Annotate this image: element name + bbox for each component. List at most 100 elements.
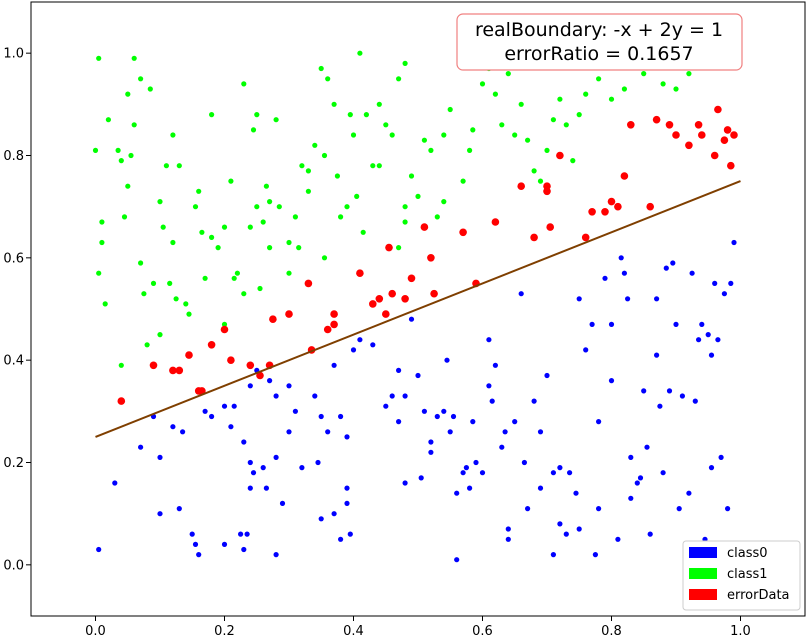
point-class1 <box>479 81 486 87</box>
point-class0 <box>712 280 718 286</box>
point-errorData <box>388 289 397 298</box>
point-class1 <box>173 296 179 302</box>
point-class1 <box>92 147 99 153</box>
point-class1 <box>128 152 134 159</box>
point-class1 <box>357 50 363 56</box>
point-class0 <box>670 260 676 266</box>
point-class1 <box>125 183 131 189</box>
point-errorData <box>356 269 364 278</box>
point-errorData <box>117 397 126 405</box>
point-class0 <box>608 378 615 384</box>
point-class1 <box>170 132 176 138</box>
point-class1 <box>525 137 531 143</box>
point-errorData <box>220 325 229 334</box>
point-class1 <box>434 214 440 220</box>
point-class0 <box>344 485 350 491</box>
point-class1 <box>344 204 350 210</box>
point-class1 <box>170 239 176 246</box>
point-class0 <box>273 393 279 399</box>
point-class0 <box>657 403 663 409</box>
point-class0 <box>338 413 344 420</box>
point-class1 <box>428 147 434 153</box>
point-class0 <box>279 500 286 506</box>
point-class1 <box>641 71 647 77</box>
point-class0 <box>596 419 602 425</box>
point-class1 <box>254 112 260 118</box>
point-class1 <box>660 81 666 87</box>
point-class0 <box>573 490 579 496</box>
point-errorData <box>614 202 622 211</box>
point-class0 <box>460 470 466 476</box>
point-class0 <box>315 459 321 466</box>
point-class1 <box>138 76 144 82</box>
point-class0 <box>463 465 469 471</box>
point-class1 <box>441 132 447 138</box>
point-class0 <box>557 521 563 527</box>
point-class1 <box>376 101 382 107</box>
y-axis-ticks: 0.0 0.2 0.4 0.6 0.8 1.0 <box>3 47 31 573</box>
point-class0 <box>241 439 247 445</box>
point-errorData <box>330 310 338 318</box>
point-class0 <box>505 526 511 532</box>
point-class0 <box>344 434 350 440</box>
point-class0 <box>312 393 318 399</box>
point-class0 <box>467 485 473 491</box>
point-class1 <box>441 199 447 205</box>
point-class1 <box>102 301 108 307</box>
point-errorData <box>620 172 629 180</box>
point-class1 <box>360 229 366 235</box>
point-class0 <box>550 552 557 558</box>
legend-label-class1: class1 <box>727 567 768 582</box>
point-class0 <box>486 383 492 389</box>
point-class1 <box>221 224 228 230</box>
point-class1 <box>121 214 128 220</box>
point-class1 <box>376 163 382 169</box>
point-class1 <box>334 173 340 179</box>
point-class1 <box>228 178 234 184</box>
annotation-line-2: errorRatio = 0.1657 <box>504 43 693 65</box>
point-class0 <box>615 536 621 542</box>
point-errorData <box>330 320 338 329</box>
y-tick-label: 0.0 <box>3 558 24 573</box>
point-class1 <box>338 214 344 220</box>
point-errorData <box>169 366 177 375</box>
x-axis-ticks: 0.0 0.2 0.4 0.6 0.8 1.0 <box>85 616 751 638</box>
point-class0 <box>402 393 408 399</box>
point-errorData <box>149 361 158 370</box>
point-errorData <box>607 197 616 206</box>
point-errorData <box>430 289 438 298</box>
point-class0 <box>396 419 402 425</box>
point-class1 <box>447 106 453 113</box>
y-tick-label: 0.4 <box>3 354 24 369</box>
point-class0 <box>721 291 728 297</box>
point-class0 <box>641 388 647 394</box>
point-class1 <box>608 96 615 102</box>
point-class1 <box>209 112 215 118</box>
point-errorData <box>730 131 738 139</box>
point-class1 <box>131 122 137 128</box>
point-class0 <box>731 239 737 246</box>
point-class1 <box>389 132 395 138</box>
point-class0 <box>537 429 544 435</box>
point-class0 <box>299 465 305 471</box>
point-class0 <box>318 516 324 522</box>
point-class1 <box>267 199 273 205</box>
point-class0 <box>531 398 537 404</box>
point-class1 <box>115 147 121 153</box>
legend-swatch-class0 <box>689 547 717 558</box>
point-errorData <box>720 136 729 144</box>
point-class1 <box>305 188 311 194</box>
y-tick-label: 0.2 <box>3 456 24 471</box>
point-errorData <box>459 228 467 237</box>
point-class1 <box>537 178 544 184</box>
point-errorData <box>256 371 264 380</box>
point-class0 <box>444 357 450 363</box>
point-class0 <box>660 470 666 476</box>
point-class1 <box>286 239 292 246</box>
boundary-line <box>95 180 741 438</box>
point-class0 <box>583 347 589 353</box>
point-class0 <box>347 531 353 537</box>
point-class0 <box>454 557 460 563</box>
point-class0 <box>686 490 692 496</box>
